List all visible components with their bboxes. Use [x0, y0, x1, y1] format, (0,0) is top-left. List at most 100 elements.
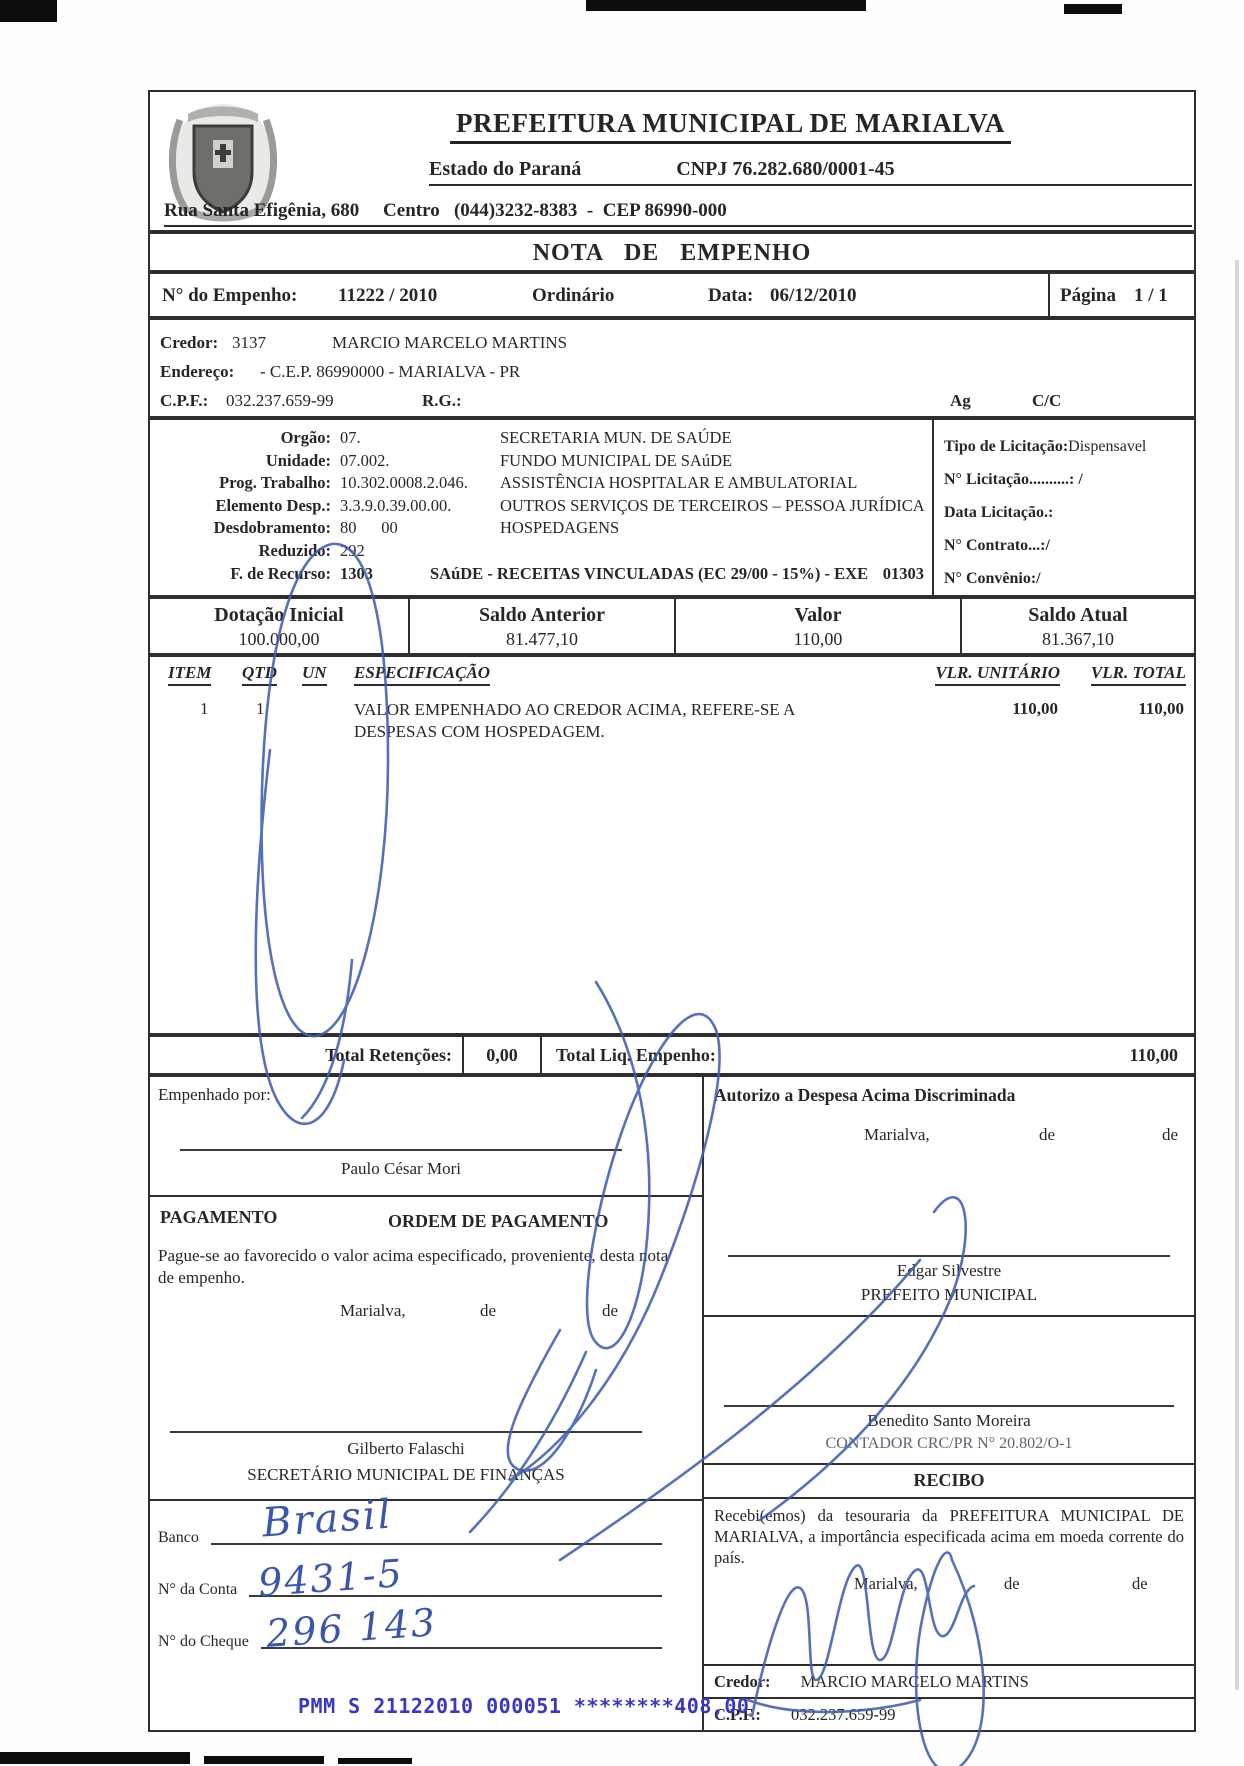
- empenho-number-row: N° do Empenho: 11222 / 2010 Ordinário Da…: [148, 272, 1196, 318]
- budget-classification: Orgão: 07. SECRETARIA MUN. DE SAÚDE Unid…: [150, 420, 932, 595]
- orgao-code: 07.: [340, 428, 361, 447]
- empenho-number-label: N° do Empenho:: [162, 285, 298, 306]
- account-label: C/C: [1032, 391, 1062, 410]
- fonte-recurso-extra-code: 01303: [882, 563, 924, 583]
- ordem-pagamento-title: ORDEM DE PAGAMENTO: [388, 1211, 609, 1231]
- col-header-vlr-unitario: VLR. UNITÁRIO: [935, 663, 1060, 686]
- handwritten-bank-name: Brasil: [260, 1491, 394, 1547]
- col-header-un: UN: [302, 663, 327, 686]
- desdobramento-desc: HOSPEDAGENS: [500, 518, 620, 538]
- items-table: ITEM QTD UN ESPECIFICAÇÃO VLR. UNITÁRIO …: [148, 655, 1196, 1035]
- bank-row: Banco: [158, 1529, 662, 1551]
- page-indicator-cell: Página 1 / 1: [1048, 274, 1194, 316]
- unidade-label: Unidade:: [265, 450, 331, 470]
- balance-label: Saldo Anterior: [478, 604, 606, 626]
- de-word: de: [1162, 1125, 1179, 1144]
- item-qty: 1: [256, 699, 265, 718]
- prefeito-role: PREFEITO MUNICIPAL: [860, 1285, 1038, 1304]
- bidding-date-line: Data Licitação.:: [944, 504, 1054, 521]
- bidding-type-line: Tipo de Licitação:Dispensavel: [944, 430, 1194, 463]
- reduzido-code: 292: [340, 540, 365, 560]
- total-retencoes-value: 0,00: [464, 1037, 542, 1073]
- creditor-name: MARCIO MARCELO MARTINS: [332, 333, 568, 352]
- page-label: Página: [1060, 285, 1116, 306]
- totals-row: Total Retenções: 0,00 Total Liq. Empenho…: [148, 1035, 1196, 1075]
- empenhado-por-block: Empenhado por: Paulo César Mori: [150, 1077, 702, 1197]
- recibo-block: RECIBO Recebi(emos) da tesouraria da PRE…: [704, 1465, 1194, 1730]
- fonte-recurso-code: 1303: [340, 563, 373, 583]
- recibo-title: RECIBO: [704, 1465, 1194, 1499]
- account-row: N° da Conta: [158, 1581, 662, 1603]
- balance-value: 81.367,10: [1042, 629, 1114, 649]
- budget-row-desdobramento: Desdobramento: 80 00 HOSPEDAGENS: [150, 517, 932, 540]
- cpf-row: C.P.F.: 032.237.659-99 R.G.: Ag C/C: [150, 388, 1194, 417]
- cheque-number-label: N° do Cheque: [158, 1633, 249, 1650]
- city-name: Marialva,: [864, 1125, 930, 1144]
- creditor-section: Credor: 3137 MARCIO MARCELO MARTINS Ende…: [148, 318, 1196, 418]
- address-label: Endereço:: [160, 362, 235, 381]
- contador-block: Benedito Santo Moreira CONTADOR CRC/PR N…: [704, 1317, 1194, 1465]
- pagamento-block: PAGAMENTO ORDEM DE PAGAMENTO Pague-se ao…: [150, 1197, 702, 1501]
- balance-saldo-atual: Saldo Atual 81.367,10: [962, 599, 1194, 653]
- desdobramento-code: 80 00: [340, 518, 398, 538]
- entity-title: PREFEITURA MUNICIPAL DE MARIALVA: [450, 108, 1011, 144]
- bidding-type-value: Dispensavel: [1068, 438, 1147, 455]
- recibo-text: Recebi(emos) da tesouraria da PREFEITURA…: [714, 1506, 1184, 1567]
- bank-details-block: Banco N° da Conta N° do Cheque: [150, 1501, 702, 1697]
- de-word: de: [1132, 1574, 1148, 1593]
- recibo-credor-row: Credor: MARCIO MARCELO MARTINS: [704, 1664, 1194, 1697]
- prog-trabalho-desc: ASSISTÊNCIA HOSPITALAR E AMBULATORIAL: [500, 473, 858, 493]
- total-retencoes-label: Total Retenções:: [150, 1037, 464, 1073]
- autorizo-title: Autorizo a Despesa Acima Discriminada: [714, 1085, 1016, 1105]
- recibo-credor-label: Credor:: [714, 1672, 771, 1691]
- pagamento-text: Pague-se ao favorecido o valor acima esp…: [158, 1246, 669, 1287]
- empenhado-por-label: Empenhado por:: [158, 1085, 271, 1104]
- document-title: NOTA DE EMPENHO: [148, 232, 1196, 272]
- bidding-info-box: Tipo de Licitação:Dispensavel N° Licitaç…: [932, 420, 1194, 595]
- budget-row-unidade: Unidade: 07.002. FUNDO MUNICIPAL DE SAúD…: [150, 450, 932, 473]
- budget-row-prog-trabalho: Prog. Trabalho: 10.302.0008.2.046. ASSIS…: [150, 472, 932, 495]
- secretario-name: Gilberto Falaschi: [347, 1439, 465, 1458]
- balance-value: 110,00: [793, 629, 843, 649]
- empenho-number-value: 11222 / 2010: [338, 285, 438, 306]
- empenho-date-value: 06/12/2010: [770, 285, 857, 306]
- signature-line: [728, 1255, 1170, 1257]
- unidade-code: 07.002.: [340, 450, 390, 470]
- form-header: PREFEITURA MUNICIPAL DE MARIALVA Estado …: [148, 90, 1196, 232]
- bidding-type-label: Tipo de Licitação:: [944, 438, 1069, 455]
- scan-artifact-bar: [204, 1756, 324, 1764]
- agency-label: Ag: [950, 391, 971, 410]
- desdobramento-label: Desdobramento:: [213, 518, 331, 538]
- total-liquido-value: 110,00: [1129, 1045, 1178, 1065]
- entity-subtitle-row: Estado do Paraná CNPJ 76.282.680/0001-45: [429, 158, 1192, 186]
- balance-valor: Valor 110,00: [676, 599, 962, 653]
- scan-artifact-bar: [0, 1752, 190, 1764]
- empenho-date-label: Data:: [708, 285, 754, 306]
- fill-in-line: [260, 1647, 662, 1649]
- prefeito-name: Edgar Silvestre: [896, 1261, 1002, 1280]
- page-value: 1 / 1: [1134, 285, 1168, 306]
- balance-label: Dotação Inicial: [214, 604, 344, 626]
- pagamento-title: PAGAMENTO: [160, 1207, 278, 1227]
- scan-artifact-bar: [0, 0, 57, 22]
- balance-value: 81.477,10: [506, 629, 578, 649]
- prog-trabalho-label: Prog. Trabalho:: [219, 473, 331, 493]
- total-liquido-label: Total Liq. Empenho:: [556, 1045, 716, 1065]
- autorizo-block: Autorizo a Despesa Acima Discriminada Ma…: [704, 1077, 1194, 1317]
- city-name: Marialva,: [340, 1301, 406, 1320]
- prog-trabalho-code: 10.302.0008.2.046.: [340, 473, 468, 493]
- balance-label: Valor: [794, 604, 842, 626]
- bank-label: Banco: [158, 1529, 199, 1546]
- empenho-modality: Ordinário: [532, 285, 615, 306]
- fonte-recurso-desc: SAúDE - RECEITAS VINCULADAS (EC 29/00 - …: [430, 563, 869, 583]
- item-description: VALOR EMPENHADO AO CREDOR ACIMA, REFERE-…: [354, 700, 795, 741]
- signature-line: [724, 1405, 1174, 1407]
- fonte-recurso-label: F. de Recurso:: [230, 563, 331, 583]
- address-value: - C.E.P. 86990000 - MARIALVA - PR: [260, 362, 521, 381]
- elemento-desc: OUTROS SERVIÇOS DE TERCEIROS – PESSOA JU…: [500, 495, 925, 515]
- contador-role: CONTADOR CRC/PR N° 20.802/O-1: [825, 1435, 1073, 1452]
- scan-artifact-bar: [586, 0, 866, 11]
- reduzido-label: Reduzido:: [258, 540, 331, 560]
- item-number: 1: [200, 699, 209, 718]
- budget-row-elemento: Elemento Desp.: 3.3.9.0.39.00.00. OUTROS…: [150, 495, 932, 518]
